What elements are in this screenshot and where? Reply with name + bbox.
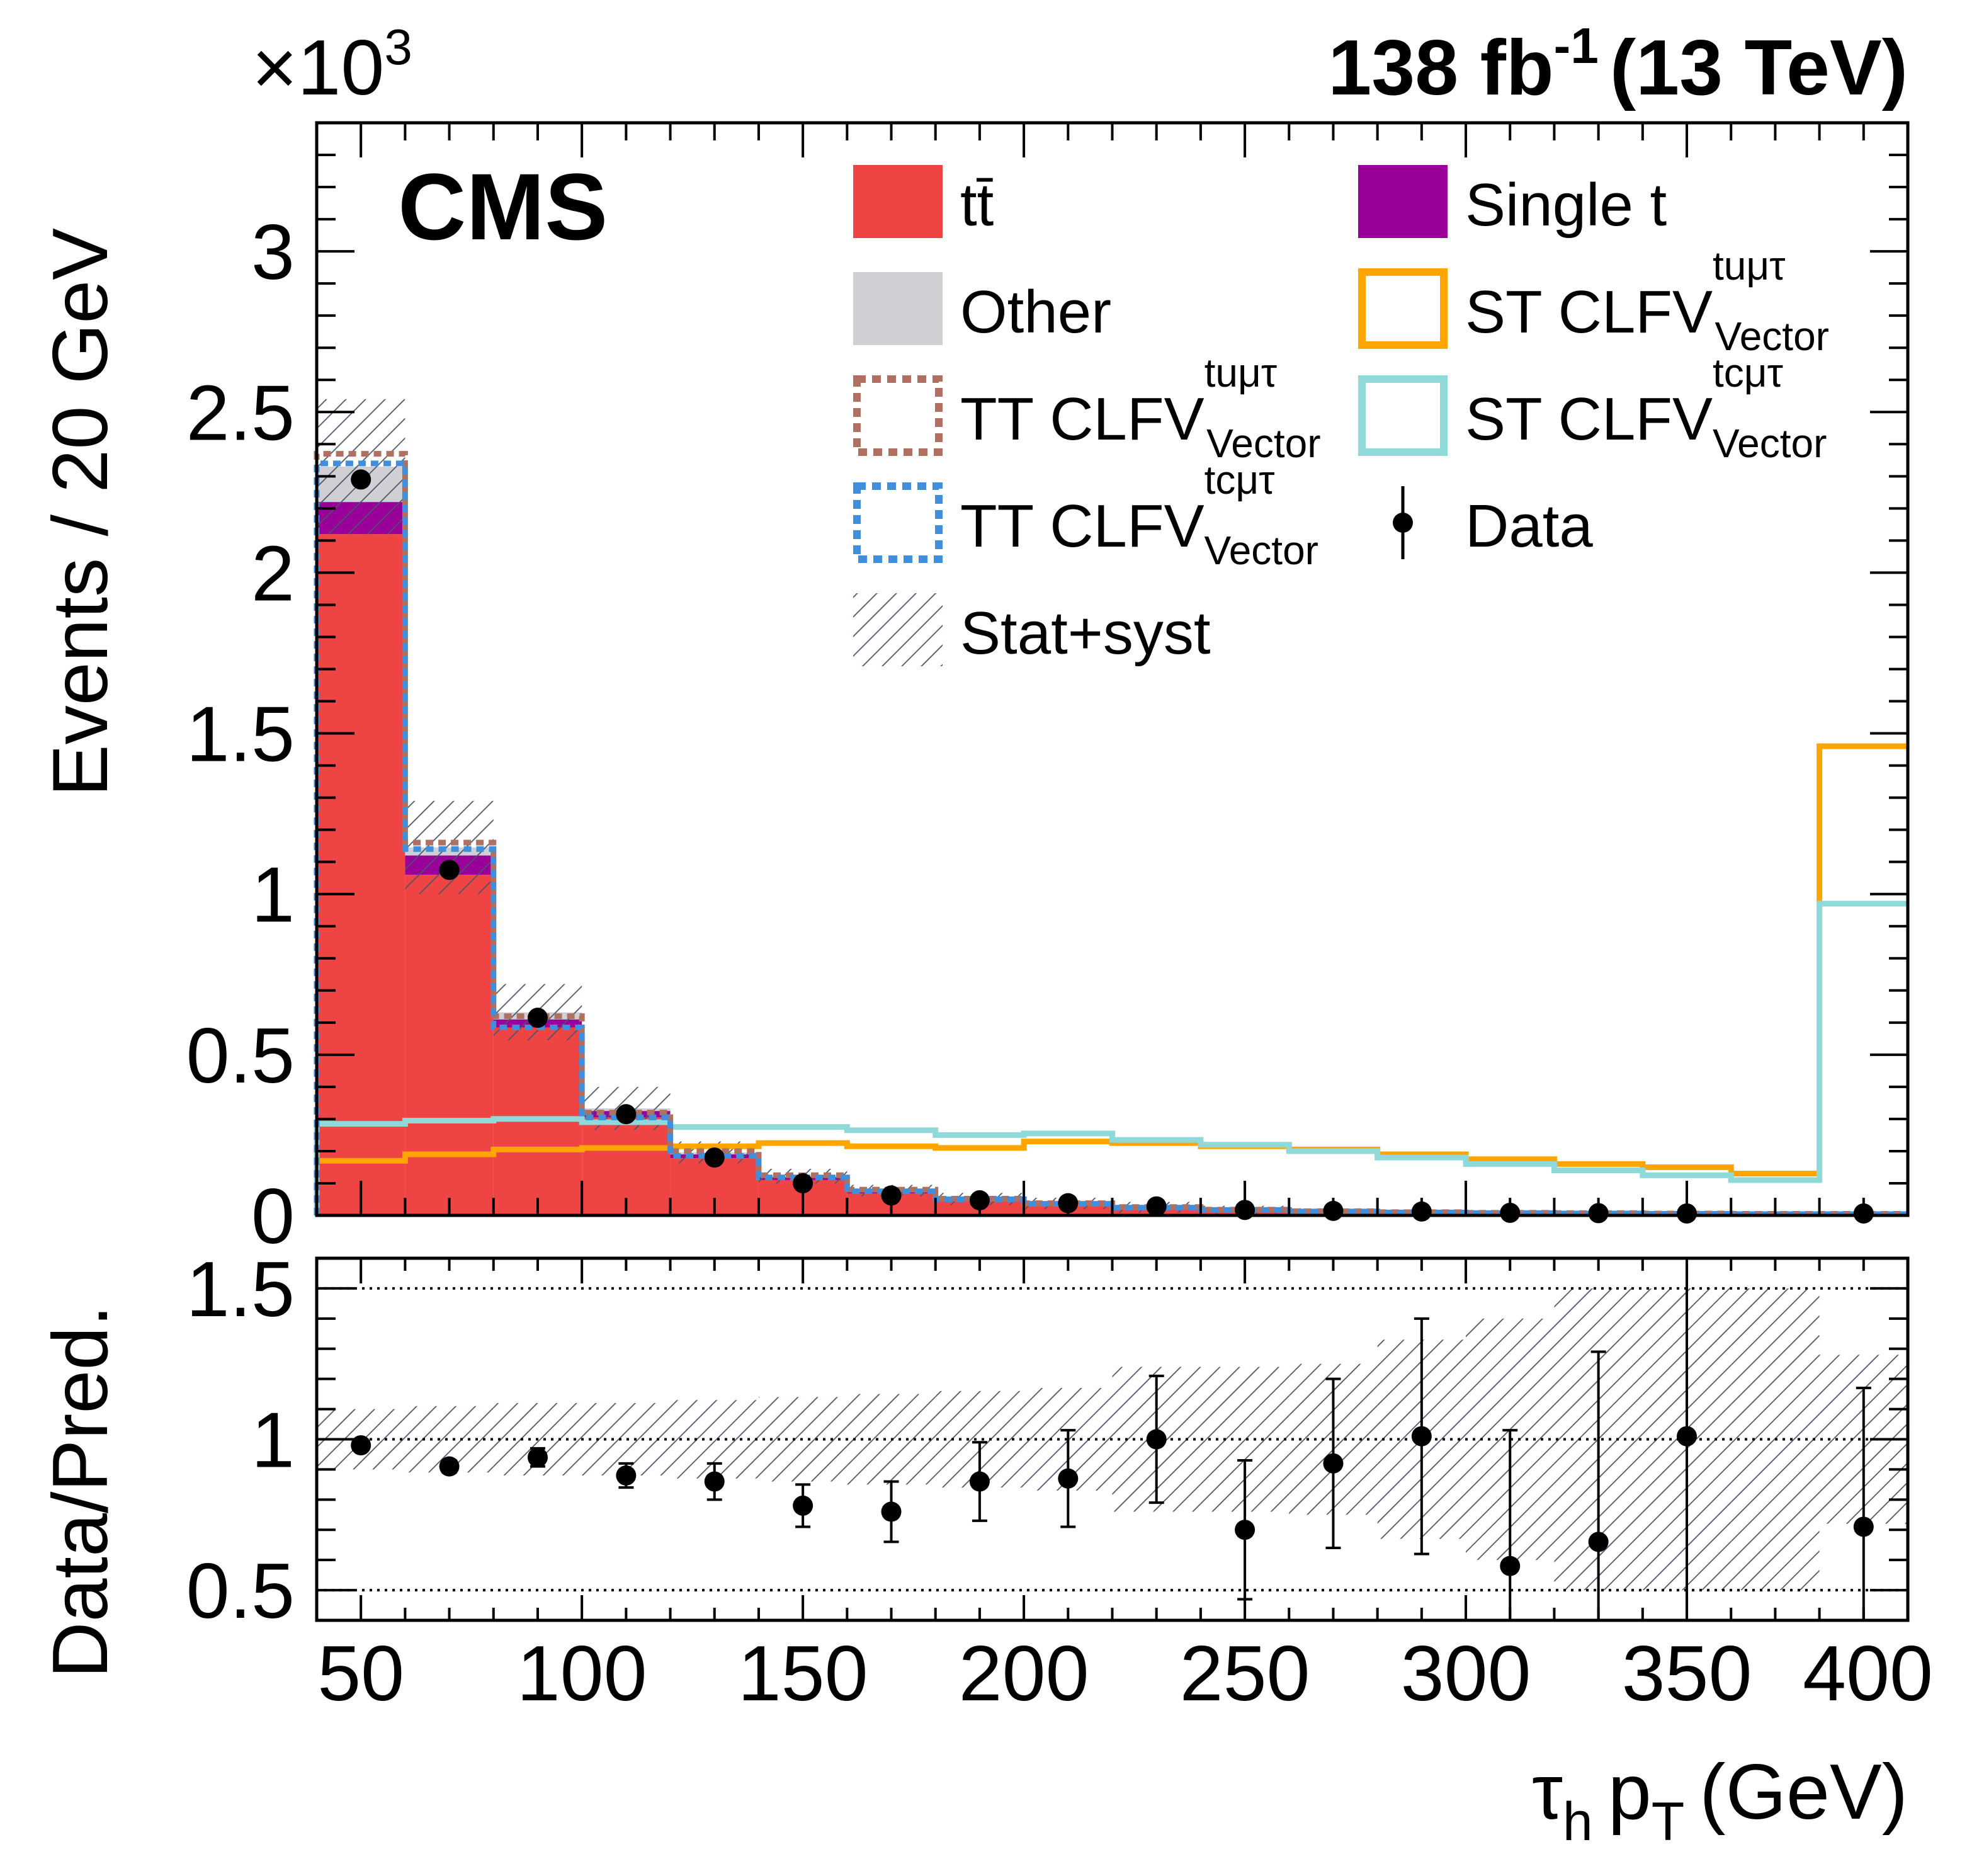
ratio-y-tick-label-1: 1 xyxy=(251,1397,295,1484)
ratio-point-14 xyxy=(1588,1532,1609,1552)
y-tick-label-6: 3 xyxy=(251,209,295,296)
x-tick-label-1: 100 xyxy=(517,1630,647,1717)
data-point-4 xyxy=(704,1147,725,1168)
data-point-0 xyxy=(351,469,371,490)
x-tick-label-4: 250 xyxy=(1180,1630,1310,1717)
ratio-point-0 xyxy=(351,1435,371,1456)
ratio-reference-lines xyxy=(317,1287,1908,1592)
luminosity-label: 138 fb-1 (13 TeV) xyxy=(1328,18,1908,111)
ratio-point-5 xyxy=(793,1495,813,1516)
legend-label-st-tc: ST CLFVtcμτ Vector xyxy=(1465,350,1827,466)
legend-swatch-st-tc xyxy=(1358,375,1448,456)
legend-swatch-ttbar xyxy=(853,165,943,238)
x-tick-label-2: 150 xyxy=(738,1630,868,1717)
stack-bar-0-0 xyxy=(317,534,405,1215)
y-tick-label-3: 1.5 xyxy=(186,691,295,778)
ratio-point-16 xyxy=(1853,1516,1874,1537)
unc-band-bin-0 xyxy=(317,399,405,535)
ratio-point-12 xyxy=(1411,1426,1432,1447)
ratio-point-13 xyxy=(1500,1555,1521,1576)
data-point-2 xyxy=(527,1008,548,1028)
y-tick-label-2: 1 xyxy=(251,852,295,939)
stacked-histogram xyxy=(317,467,1908,1215)
legend-label-tt-tc: TT CLFVtcμτ Vector xyxy=(960,457,1318,573)
main-plot-frame xyxy=(315,121,1910,1217)
scale-factor: ×103 xyxy=(252,19,412,111)
legend-label-unc: Stat+syst xyxy=(960,600,1211,667)
y-tick-label-1: 0.5 xyxy=(186,1013,295,1100)
ratio-point-2 xyxy=(527,1447,548,1468)
y-tick-label-5: 2.5 xyxy=(186,370,295,457)
legend-swatch-other xyxy=(853,272,943,345)
ratio-panel: 0.5 1 1.5 50 100 150 200 250 300 350 400 xyxy=(186,1246,1933,1717)
cms-label: CMS xyxy=(398,154,608,259)
y-tick-label-0: 0 xyxy=(251,1173,295,1260)
legend-swatch-single-t xyxy=(1358,165,1448,238)
legend-swatch-data xyxy=(1393,486,1413,559)
x-tick-label-6: 350 xyxy=(1622,1630,1752,1717)
ratio-y-tick-label-2: 1.5 xyxy=(186,1246,295,1333)
ratio-point-1 xyxy=(439,1456,460,1477)
ratio-point-4 xyxy=(704,1471,725,1492)
main-panel: 0 0.5 1 1.5 2 2.5 3 xyxy=(186,121,1910,1260)
data-point-6 xyxy=(881,1185,902,1206)
legend-label-tt-tu: TT CLFVtuμτ Vector xyxy=(960,350,1321,466)
stack-bar-0-1 xyxy=(405,875,494,1215)
legend-label-st-tu: ST CLFVtuμτ Vector xyxy=(1465,243,1829,359)
x-tick-label-0: 50 xyxy=(317,1630,404,1717)
legend-label-data: Data xyxy=(1465,492,1593,560)
data-point-1 xyxy=(439,860,460,880)
legend-label-other: Other xyxy=(960,278,1111,346)
y-tick-label-4: 2 xyxy=(251,530,295,617)
y-axis-label: Events / 20 GeV xyxy=(37,228,124,797)
ratio-y-tick-label-0: 0.5 xyxy=(186,1548,295,1635)
ratio-axis-ticks: 0.5 1 1.5 50 100 150 200 250 300 350 400 xyxy=(186,1246,1933,1717)
x-axis-label: τh pT (GeV) xyxy=(1532,1749,1908,1852)
x-tick-label-3: 200 xyxy=(959,1630,1089,1717)
ratio-points xyxy=(351,1257,1874,1622)
ratio-plot-frame xyxy=(315,1256,1910,1622)
legend-swatch-tt-tc xyxy=(853,482,943,563)
x-tick-label-5: 300 xyxy=(1401,1630,1531,1717)
ratio-point-7 xyxy=(969,1471,990,1492)
x-tick-label-7: 400 xyxy=(1803,1630,1933,1717)
main-axis-ticks: 0 0.5 1 1.5 2 2.5 3 xyxy=(186,122,1909,1260)
ratio-point-9 xyxy=(1146,1429,1167,1450)
ratio-point-6 xyxy=(881,1501,902,1522)
ratio-point-10 xyxy=(1235,1520,1256,1540)
data-point-3 xyxy=(616,1104,637,1125)
ratio-y-axis-label: Data/Pred. xyxy=(37,1305,124,1678)
signal-line-2 xyxy=(314,451,1908,1217)
legend-label-ttbar: tt̄ xyxy=(960,171,994,239)
legend: tt̄ Single t Other ST CLFVtuμτ Vector TT … xyxy=(853,165,1829,667)
ratio-point-15 xyxy=(1677,1426,1698,1447)
legend-swatch-st-tu xyxy=(1358,268,1448,349)
signal-line-1 xyxy=(314,901,1908,1215)
ratio-point-3 xyxy=(616,1465,637,1486)
ratio-point-11 xyxy=(1323,1453,1344,1474)
legend-label-single-t: Single t xyxy=(1465,171,1667,239)
legend-swatch-tt-tu xyxy=(853,375,943,456)
ratio-point-8 xyxy=(1058,1468,1079,1489)
legend-swatch-unc xyxy=(853,593,943,666)
